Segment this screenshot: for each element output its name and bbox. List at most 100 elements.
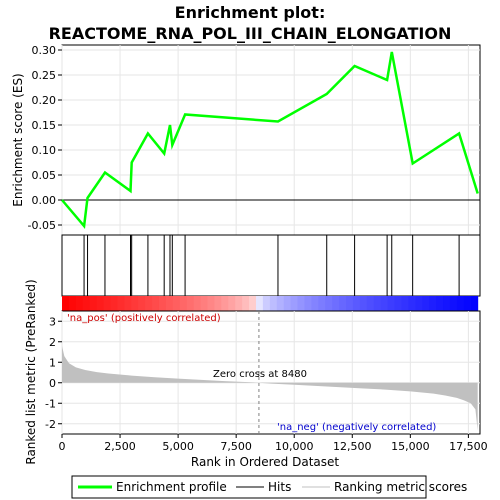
color-bar-segment	[276, 296, 285, 311]
color-bar-segment	[165, 296, 174, 311]
color-bar-segment	[380, 296, 389, 311]
x-axis: 0 2,500 5,000 7,500 10,000 12,500 15,000 17,500	[59, 434, 488, 453]
x-tick-label: 12,500	[333, 440, 372, 453]
metric-y-tick-label: 3	[49, 315, 56, 328]
es-y-axis: -0.05 0.00 0.05 0.10 0.15 0.20 0.25 0.30	[28, 44, 62, 232]
color-bar-segment	[443, 296, 451, 311]
plot-title-line1: Enrichment plot:	[175, 3, 326, 22]
x-tick-label: 2,500	[104, 440, 136, 453]
es-y-tick-label: 0.05	[32, 169, 57, 182]
color-bar-segment	[449, 296, 458, 311]
color-bar-segment	[359, 296, 368, 311]
es-y-tick-label: 0.30	[32, 44, 57, 57]
color-bar-segment	[172, 296, 181, 311]
color-bar-segment	[366, 296, 375, 311]
color-bar-segment	[269, 296, 278, 311]
color-bar-segment	[262, 296, 271, 311]
x-tick-label: 7,500	[220, 440, 252, 453]
metric-y-tick-label: 1	[49, 356, 56, 369]
color-bar-segment	[318, 296, 326, 311]
rank-color-bar	[62, 296, 479, 311]
color-bar-segment	[96, 296, 105, 311]
color-bar-segment	[346, 296, 354, 311]
color-bar-segment	[117, 296, 125, 311]
hits-panel	[61, 234, 481, 297]
metric-y-label: Ranked list metric (PreRanked)	[24, 279, 38, 464]
color-bar-segment	[311, 296, 319, 311]
es-y-tick-label: 0.20	[32, 94, 57, 107]
hit-markers	[83, 235, 460, 296]
color-bar-segment	[62, 296, 70, 311]
negative-correlation-label: 'na_neg' (negatively correlated)	[277, 422, 436, 433]
es-y-tick-label: 0.10	[32, 144, 57, 157]
color-bar-segment	[387, 296, 396, 311]
color-bar-segment	[124, 296, 132, 311]
x-axis-label: Rank in Ordered Dataset	[191, 455, 339, 469]
color-bar-segment	[152, 296, 160, 311]
metric-y-axis: -2 -1 0 1 2 3	[45, 315, 62, 431]
es-y-tick-label: 0.00	[32, 194, 57, 207]
zero-cross-label: Zero cross at 8480	[213, 369, 307, 380]
color-bar-segment	[283, 296, 292, 311]
color-bar-segment	[207, 296, 215, 311]
positive-correlation-label: 'na_pos' (positively correlated)	[67, 313, 221, 324]
color-bar-segment	[193, 296, 202, 311]
ranking-metric-area	[62, 345, 478, 431]
color-bar-segment	[186, 296, 195, 311]
color-bar-segment	[373, 296, 382, 311]
enrichment-profile-line	[61, 51, 479, 229]
color-bar-segment	[75, 296, 84, 311]
color-bar-segment	[68, 296, 77, 311]
color-bar-segment	[89, 296, 98, 311]
color-bar-segment	[103, 296, 111, 311]
legend-metric-label: Ranking metric scores	[334, 480, 467, 494]
legend: Enrichment profile Hits Ranking metric s…	[71, 475, 467, 499]
color-bar-segment	[304, 296, 312, 311]
color-bar-segment	[415, 296, 423, 311]
color-bar-segment	[408, 296, 416, 311]
color-bar-segment	[429, 296, 437, 311]
metric-y-tick-label: -1	[45, 397, 56, 410]
color-bar-segment	[463, 296, 472, 311]
color-bar-segment	[394, 296, 402, 311]
es-y-tick-label: -0.05	[28, 219, 56, 232]
color-bar-segment	[138, 296, 146, 311]
es-y-tick-label: 0.25	[32, 69, 57, 82]
plot-title-line2: REACTOME_RNA_POL_III_CHAIN_ELONGATION	[49, 24, 452, 43]
metric-y-tick-label: 0	[49, 377, 56, 390]
es-y-label: Enrichment score (ES)	[11, 73, 25, 206]
color-bar-segment	[249, 296, 257, 311]
x-tick-label: 5,000	[162, 440, 194, 453]
color-bar-segment	[242, 296, 250, 311]
color-bar-segment	[290, 296, 299, 311]
color-bar-segment	[352, 296, 361, 311]
metric-y-tick-label: -2	[45, 418, 56, 431]
es-panel	[61, 44, 481, 236]
color-bar-segment	[470, 296, 479, 311]
x-tick-label: 0	[59, 440, 66, 453]
es-y-tick-label: 0.15	[32, 119, 57, 132]
color-bar-segment	[297, 296, 305, 311]
color-bar-segment	[158, 296, 167, 311]
x-tick-label: 10,000	[275, 440, 314, 453]
color-bar-segment	[221, 296, 229, 311]
color-bar-segment	[332, 296, 340, 311]
color-bar-segment	[436, 296, 444, 311]
color-bar-segment	[179, 296, 188, 311]
color-bar-segment	[228, 296, 236, 311]
color-bar-segment	[82, 296, 91, 311]
color-bar-segment	[214, 296, 222, 311]
color-bar-segment	[235, 296, 243, 311]
x-tick-label: 15,000	[391, 440, 430, 453]
legend-hits-label: Hits	[268, 480, 291, 494]
color-bar-segment	[110, 296, 118, 311]
legend-profile-label: Enrichment profile	[116, 480, 227, 494]
color-bar-segment	[255, 296, 264, 311]
color-bar-segment	[325, 296, 333, 311]
color-bar-segment	[131, 296, 139, 311]
color-bar-segment	[339, 296, 347, 311]
color-bar-segment	[401, 296, 409, 311]
metric-y-tick-label: 2	[49, 336, 56, 349]
color-bar-segment	[456, 296, 465, 311]
